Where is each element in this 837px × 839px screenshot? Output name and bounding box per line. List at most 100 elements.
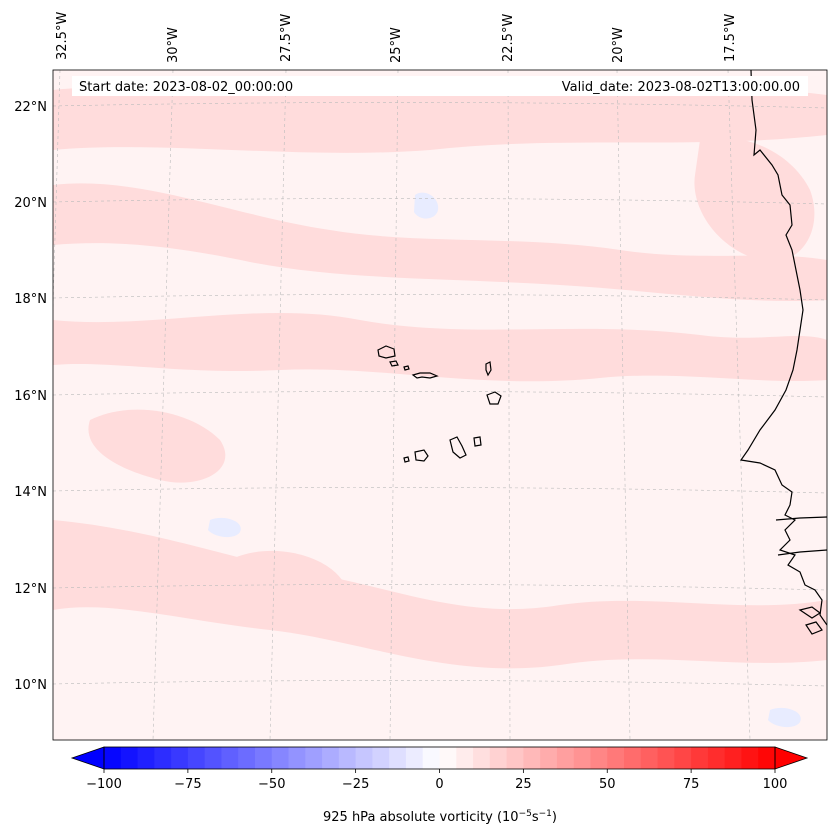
lon-label: 25°W bbox=[389, 27, 404, 63]
colorbar-segment bbox=[758, 747, 776, 769]
colorbar-title-prefix: 925 hPa absolute vorticity (10 bbox=[323, 810, 519, 825]
lat-label: 16°N bbox=[14, 389, 47, 404]
colorbar-segment bbox=[271, 747, 290, 769]
colorbar-ticks: −100 −75 −50 −25 0 25 50 75 100 bbox=[86, 769, 787, 792]
lat-label: 22°N bbox=[14, 100, 47, 115]
colorbar-segment bbox=[573, 747, 591, 769]
colorbar-segment bbox=[389, 747, 407, 769]
colorbar-title-mid: s bbox=[532, 810, 539, 825]
meridian-30w bbox=[152, 70, 174, 740]
vorticity-band-mid bbox=[53, 312, 827, 382]
vorticity-band-upper bbox=[53, 183, 827, 302]
parallel-16n bbox=[53, 391, 827, 398]
meridian-22-5w bbox=[507, 70, 511, 740]
colorbar-title-exp1: −5 bbox=[519, 809, 532, 819]
lat-label: 20°N bbox=[14, 196, 47, 211]
cape-verde-boa-vista bbox=[486, 391, 502, 405]
cape-verde-fogo bbox=[414, 449, 429, 462]
gambia-river bbox=[777, 549, 827, 556]
colorbar-segment bbox=[405, 747, 424, 769]
colorbar-segment bbox=[523, 747, 541, 769]
meridian-25w bbox=[389, 70, 399, 740]
colorbar-tick-label: −75 bbox=[174, 777, 201, 792]
parallel-18n bbox=[53, 294, 827, 301]
colorbar-segment bbox=[473, 747, 491, 769]
colorbar-segment bbox=[506, 747, 524, 769]
cape-verde-sal bbox=[485, 361, 492, 377]
graticule-gridlines bbox=[53, 70, 827, 740]
colorbar-segment bbox=[540, 747, 558, 769]
colorbar-segment bbox=[489, 747, 508, 769]
senegal-inland-coast bbox=[775, 516, 827, 521]
parallel-20n bbox=[53, 198, 827, 205]
valid-date-label: Valid_date: 2023-08-02T13:00:00.00 bbox=[562, 80, 800, 95]
colorbar-segments bbox=[104, 747, 776, 769]
colorbar-tick-label: 100 bbox=[763, 777, 788, 792]
vorticity-negative-cell-2 bbox=[208, 517, 241, 538]
colorbar-segment bbox=[674, 747, 692, 769]
lat-label: 14°N bbox=[14, 485, 47, 500]
colorbar-segment bbox=[691, 747, 709, 769]
colorbar-segment bbox=[137, 747, 155, 769]
longitude-labels: 32.5°W 30°W 27.5°W 25°W 22.5°W 20°W 17.5… bbox=[55, 12, 738, 63]
colorbar-segment bbox=[372, 747, 390, 769]
colorbar-tick-label: −100 bbox=[86, 777, 122, 792]
cape-verde-maio bbox=[473, 436, 482, 447]
colorbar-segment bbox=[104, 747, 122, 769]
vorticity-band-north bbox=[53, 85, 827, 153]
colorbar-segment bbox=[657, 747, 675, 769]
colorbar-segment bbox=[254, 747, 273, 769]
vorticity-cell-coast bbox=[694, 137, 815, 262]
lon-label: 27.5°W bbox=[279, 14, 294, 62]
cape-verde-brava bbox=[403, 456, 410, 463]
lon-label: 30°W bbox=[166, 27, 181, 63]
cape-verde-sao-nicolau bbox=[411, 372, 439, 379]
colorbar-segment bbox=[456, 747, 474, 769]
colorbar: −100 −75 −50 −25 0 25 50 75 100 925 hPa absolute… bbox=[70, 746, 809, 825]
colorbar-tick-label: 0 bbox=[435, 777, 443, 792]
colorbar-title-exp2: −1 bbox=[539, 809, 552, 819]
colorbar-segment bbox=[238, 747, 256, 769]
colorbar-tick-label: −50 bbox=[258, 777, 285, 792]
parallel-14n bbox=[53, 487, 827, 494]
lon-label: 22.5°W bbox=[501, 14, 516, 62]
parallel-22n bbox=[53, 102, 827, 109]
coastlines bbox=[377, 70, 827, 635]
meridian-17-5w bbox=[727, 70, 751, 740]
colorbar-segment bbox=[171, 747, 189, 769]
colorbar-segment bbox=[624, 747, 642, 769]
colorbar-segment bbox=[707, 747, 726, 769]
start-date-label: Start date: 2023-08-02_00:00:00 bbox=[79, 80, 293, 95]
bissagos-islands bbox=[798, 606, 823, 635]
colorbar-segment bbox=[154, 747, 172, 769]
colorbar-extend-max-arrow bbox=[774, 746, 809, 770]
colorbar-segment bbox=[590, 747, 608, 769]
vorticity-negative-cell-1 bbox=[414, 192, 439, 219]
cape-verde-santiago bbox=[449, 436, 467, 459]
vorticity-cell-west bbox=[88, 409, 226, 483]
lon-label: 32.5°W bbox=[55, 12, 70, 60]
colorbar-segment bbox=[556, 747, 575, 769]
colorbar-segment bbox=[439, 747, 457, 769]
colorbar-segment bbox=[221, 747, 239, 769]
colorbar-segment bbox=[305, 747, 323, 769]
cape-verde-santo-antao bbox=[377, 345, 396, 359]
colorbar-tick-label: 50 bbox=[599, 777, 616, 792]
vorticity-band-south bbox=[53, 520, 827, 669]
colorbar-segment bbox=[322, 747, 340, 769]
colorbar-segment bbox=[338, 747, 357, 769]
map-frame bbox=[52, 69, 828, 741]
colorbar-segment bbox=[607, 747, 625, 769]
map-panel: Start date: 2023-08-02_00:00:00 Valid_da… bbox=[53, 70, 827, 740]
latitude-labels: 22°N 20°N 18°N 16°N 14°N 12°N 10°N bbox=[14, 100, 47, 693]
cape-verde-santa-luzia bbox=[403, 365, 410, 371]
colorbar-segment bbox=[288, 747, 306, 769]
lon-label: 17.5°W bbox=[723, 14, 738, 62]
cape-verde-sao-vicente bbox=[389, 360, 399, 367]
colorbar-tick-label: 75 bbox=[683, 777, 700, 792]
colorbar-segment bbox=[355, 747, 373, 769]
colorbar-tick-label: 25 bbox=[515, 777, 532, 792]
lat-label: 10°N bbox=[14, 678, 47, 693]
colorbar-segment bbox=[741, 747, 759, 769]
